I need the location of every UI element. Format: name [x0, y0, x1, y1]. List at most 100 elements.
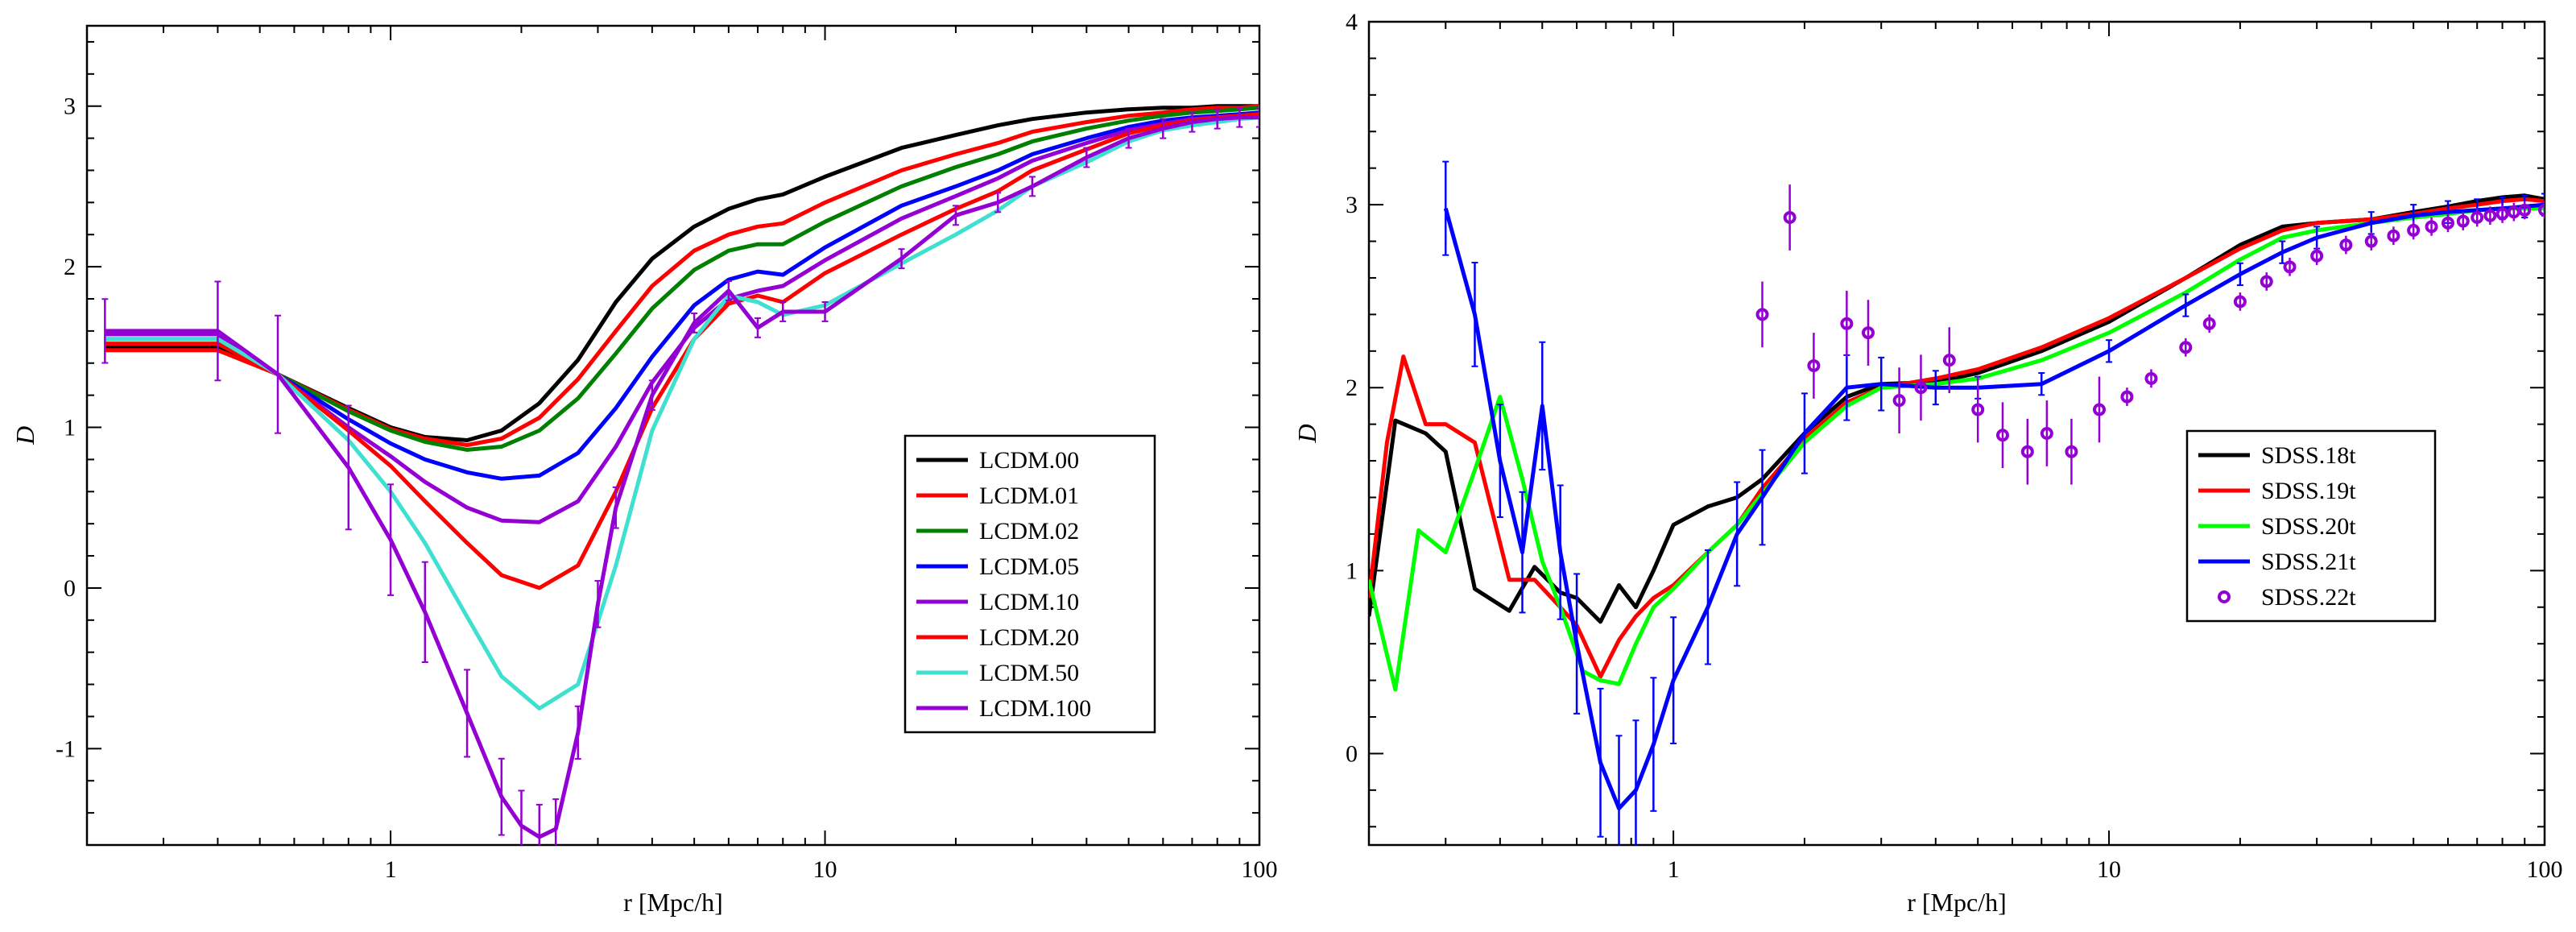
data-point: [1995, 429, 2009, 442]
legend-item: LCDM.02: [916, 518, 1079, 545]
legend-label: LCDM.100: [979, 695, 1091, 722]
data-point: [2020, 445, 2034, 458]
series-sdss-21t: [1442, 160, 2545, 845]
data-point: [2364, 234, 2378, 248]
legend: SDSS.18t SDSS.19t SDSS.20t SDSS.21t SDSS.22t: [2185, 429, 2437, 623]
y-tick-label: 4: [1346, 9, 1358, 35]
series-lcdm-50: [105, 115, 1259, 710]
data-point: [2040, 427, 2053, 440]
y-tick-label: 3: [64, 93, 76, 120]
series-line: [105, 115, 1259, 710]
data-point: [2495, 207, 2509, 221]
series-line: [105, 112, 1259, 524]
legend-label: LCDM.20: [979, 624, 1079, 651]
y-tick-label: 1: [1346, 557, 1358, 584]
legend-item: LCDM.05: [916, 553, 1079, 580]
plot-area: [101, 104, 1259, 845]
series-lcdm-10: [105, 112, 1259, 524]
plot-area: [1369, 160, 2545, 845]
series-line: [105, 104, 1259, 447]
series-line: [105, 110, 1259, 481]
plot-frame: [85, 24, 1261, 847]
data-point: [2387, 229, 2400, 242]
x-axis-label: r [Mpc/h]: [623, 888, 723, 917]
data-point: [2179, 341, 2193, 354]
data-point: [1971, 403, 1985, 416]
legend-item: LCDM.100: [916, 695, 1091, 722]
legend-item: SDSS.19t: [2198, 478, 2356, 504]
data-point: [1861, 326, 1875, 340]
legend-item: SDSS.21t: [2198, 549, 2356, 575]
series-sdss-22t: [1755, 184, 2545, 485]
legend-item: LCDM.50: [916, 660, 1079, 686]
data-point: [2202, 317, 2216, 330]
data-point: [2260, 275, 2273, 288]
legend-label: SDSS.22t: [2261, 584, 2356, 611]
data-point: [2407, 223, 2421, 237]
data-point: [2093, 403, 2107, 416]
data-point: [1942, 354, 1956, 367]
data-point: [1755, 308, 1769, 321]
legend-label: LCDM.01: [979, 483, 1079, 509]
data-point: [1783, 211, 1797, 225]
legend-item: LCDM.20: [916, 624, 1079, 651]
legend-label: LCDM.00: [979, 447, 1079, 474]
data-point: [1914, 381, 1928, 395]
data-point: [2441, 216, 2454, 230]
x-axis-label: r [Mpc/h]: [1907, 888, 2007, 917]
x-tick-label: 100: [2527, 856, 2563, 883]
y-tick-label: 0: [1346, 740, 1358, 767]
data-point: [2483, 209, 2497, 222]
series-lcdm-100: [101, 106, 1259, 845]
series-lcdm-02: [105, 106, 1259, 452]
data-point: [2538, 203, 2545, 217]
legend-label: LCDM.50: [979, 660, 1079, 686]
data-point: [2518, 203, 2532, 217]
data-point: [2310, 249, 2324, 263]
data-point: [2456, 214, 2470, 228]
data-point: [2471, 211, 2484, 225]
legend-item: SDSS.22t: [2218, 584, 2356, 611]
x-tick-label: 1: [385, 856, 397, 883]
data-point: [2283, 260, 2297, 274]
legend-item: SDSS.20t: [2198, 513, 2356, 540]
data-point: [2120, 390, 2134, 404]
series-line: [105, 106, 1259, 452]
y-tick-label: 0: [64, 575, 76, 602]
legend: LCDM.00 LCDM.01 LCDM.02 LCDM.05 LCDM.10 LCDM.…: [903, 434, 1156, 734]
x-tick-label: 10: [813, 856, 837, 883]
y-axis-label: D: [10, 426, 39, 445]
data-point: [2425, 220, 2438, 234]
data-point: [2339, 238, 2353, 252]
series-lcdm-05: [105, 110, 1259, 481]
y-axis-label: D: [1292, 424, 1321, 443]
data-point: [2065, 445, 2078, 458]
legend-box: [903, 434, 1156, 734]
legend-label: SDSS.18t: [2261, 442, 2356, 469]
legend-item: LCDM.01: [916, 483, 1079, 509]
y-tick-label: -1: [56, 735, 76, 762]
data-point: [2233, 295, 2247, 309]
legend-label: SDSS.19t: [2261, 478, 2356, 504]
y-tick-label: 3: [1346, 192, 1358, 218]
y-tick-label: 2: [1346, 375, 1358, 401]
x-tick-label: 10: [2097, 856, 2121, 883]
legend-item: SDSS.18t: [2198, 442, 2356, 469]
legend-marker: [2218, 590, 2231, 603]
data-point: [1840, 317, 1854, 330]
legend-label: LCDM.10: [979, 589, 1079, 615]
x-tick-label: 100: [1242, 856, 1278, 883]
legend-label: LCDM.05: [979, 553, 1079, 580]
legend-label: SDSS.20t: [2261, 513, 2356, 540]
data-point: [1892, 394, 1906, 408]
y-tick-label: 2: [64, 254, 76, 280]
x-tick-label: 1: [1668, 856, 1680, 883]
legend-item: LCDM.10: [916, 589, 1079, 615]
data-point: [2144, 371, 2158, 385]
legend-label: SDSS.21t: [2261, 549, 2356, 575]
series-lcdm-01: [105, 104, 1259, 447]
legend-label: LCDM.02: [979, 518, 1079, 545]
legend-item: LCDM.00: [916, 447, 1079, 474]
